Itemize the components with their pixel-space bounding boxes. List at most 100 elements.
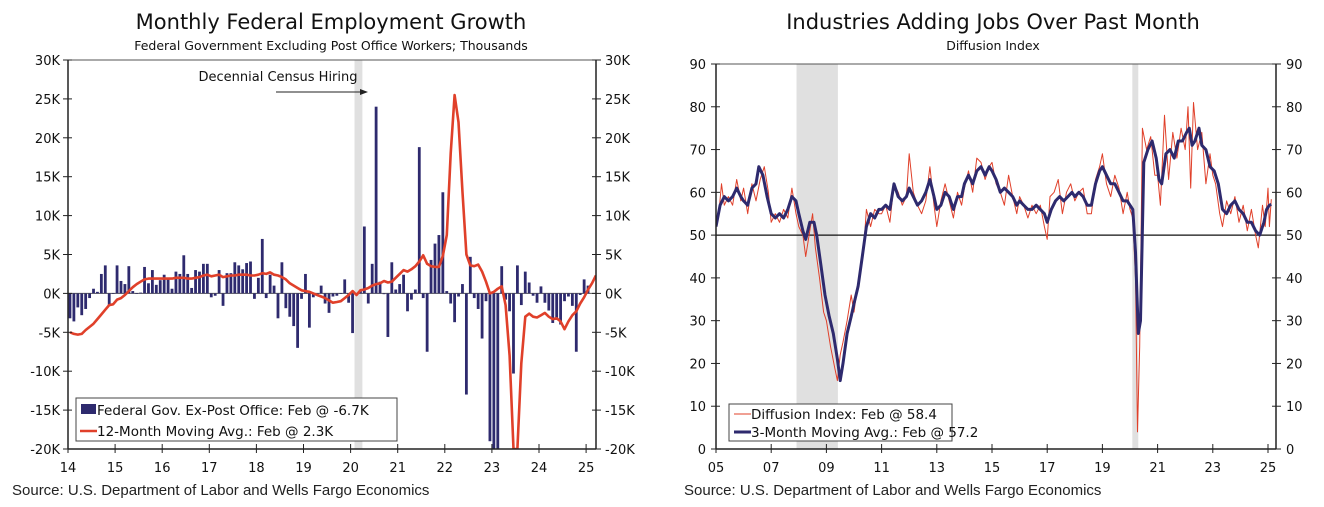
y-tick-label-right: 60 xyxy=(1286,186,1303,201)
bar xyxy=(417,147,421,294)
bar xyxy=(233,262,237,294)
census-annotation: Decennial Census Hiring xyxy=(198,70,357,85)
y-tick-label-left: 0 xyxy=(698,443,706,458)
arrow-head-icon xyxy=(360,89,368,95)
y-tick-label-left: 10K xyxy=(35,210,61,225)
bar xyxy=(198,271,201,294)
bar xyxy=(457,293,460,297)
bar xyxy=(190,287,194,294)
bar xyxy=(272,285,276,294)
bar xyxy=(72,293,76,322)
bar xyxy=(178,273,182,294)
bar xyxy=(402,274,405,294)
y-tick-label-left: -10K xyxy=(30,365,60,380)
bar xyxy=(406,293,409,312)
bar xyxy=(296,293,300,348)
source-note: Source: U.S. Department of Labor and Wel… xyxy=(12,482,430,499)
bar xyxy=(531,293,535,296)
bar xyxy=(543,293,547,303)
y-tick-label-right: 30K xyxy=(605,54,631,69)
y-tick-label-left: 30 xyxy=(689,315,706,330)
y-tick-label-left: 0K xyxy=(43,287,60,302)
y-tick-label-left: -5K xyxy=(39,326,61,341)
bar xyxy=(504,293,508,300)
bar xyxy=(496,293,500,449)
x-tick-label: 22 xyxy=(437,461,454,476)
bar xyxy=(307,293,311,328)
source-note: Source: U.S. Department of Labor and Wel… xyxy=(684,482,1102,499)
y-tick-label-left: 15K xyxy=(35,171,61,186)
bar xyxy=(84,293,88,309)
x-tick-label: 05 xyxy=(708,461,725,476)
y-tick-label-left: 40 xyxy=(689,272,706,287)
bar xyxy=(413,289,417,294)
bar xyxy=(425,293,429,352)
bar xyxy=(519,293,523,306)
bar xyxy=(453,293,457,323)
y-tick-label-right: -20K xyxy=(605,443,635,458)
bar xyxy=(382,293,386,295)
x-tick-label: 25 xyxy=(578,461,595,476)
legend-swatch-bar xyxy=(81,404,96,414)
x-tick-label: 09 xyxy=(818,461,835,476)
bar xyxy=(335,293,339,296)
x-tick-label: 11 xyxy=(873,461,890,476)
bar xyxy=(284,293,288,309)
bar xyxy=(139,292,143,294)
x-tick-label: 25 xyxy=(1260,461,1277,476)
x-tick-label: 21 xyxy=(389,461,406,476)
bar xyxy=(194,270,197,294)
y-tick-label-right: 0K xyxy=(605,287,622,302)
x-tick-label: 19 xyxy=(1094,461,1111,476)
bar xyxy=(512,293,515,374)
bar xyxy=(410,293,413,300)
bar xyxy=(170,288,174,294)
federal-employment-chart-panel: Monthly Federal Employment Growth Federa… xyxy=(12,10,635,499)
chart-subtitle: Federal Government Excluding Post Office… xyxy=(134,38,528,53)
legend-label-bars: Federal Gov. Ex-Post Office: Feb @ -6.7K xyxy=(97,403,370,419)
bar xyxy=(131,291,135,294)
x-tick-label: 19 xyxy=(295,461,312,476)
bar xyxy=(347,293,351,303)
y-tick-label-right: 10K xyxy=(605,210,631,225)
chart-title: Industries Adding Jobs Over Past Month xyxy=(786,10,1200,34)
bar xyxy=(135,293,139,294)
bar xyxy=(472,293,476,299)
bar xyxy=(508,293,511,312)
y-tick-label-left: -20K xyxy=(30,443,60,458)
x-tick-label: 20 xyxy=(342,461,359,476)
bar xyxy=(449,293,453,304)
bar xyxy=(119,280,123,294)
y-tick-label-left: 5K xyxy=(43,249,60,264)
federal-employment-plot: 30K 30K 25K 25K 20K 20K 15K 15K 10K 10K 5K 5K 0K 0K -5… xyxy=(30,54,635,476)
bar xyxy=(327,293,331,313)
bar xyxy=(182,255,186,294)
bar xyxy=(445,291,449,294)
y-tick-label-right: 15K xyxy=(605,171,631,186)
y-tick-label-right: 50 xyxy=(1286,229,1303,244)
bar xyxy=(386,293,390,337)
bar xyxy=(378,281,382,294)
y-tick-label-right: -5K xyxy=(605,326,627,341)
bar xyxy=(150,270,154,294)
bar xyxy=(559,293,562,325)
bar xyxy=(80,293,84,316)
bar xyxy=(166,277,170,294)
bar xyxy=(245,263,248,294)
x-tick-label: 23 xyxy=(1205,461,1222,476)
bar xyxy=(292,293,296,327)
x-tick-label: 23 xyxy=(484,461,501,476)
bar xyxy=(256,277,260,294)
bar xyxy=(268,274,272,294)
bar xyxy=(535,293,539,303)
plot-frame xyxy=(67,59,597,450)
bar xyxy=(319,285,323,294)
y-tick-label-left: 25K xyxy=(35,93,61,108)
bar xyxy=(213,293,217,296)
x-tick-label: 07 xyxy=(763,461,780,476)
bar xyxy=(202,263,205,294)
bar xyxy=(221,293,225,306)
bar xyxy=(433,243,437,294)
bar xyxy=(103,265,107,294)
bar xyxy=(516,265,519,294)
